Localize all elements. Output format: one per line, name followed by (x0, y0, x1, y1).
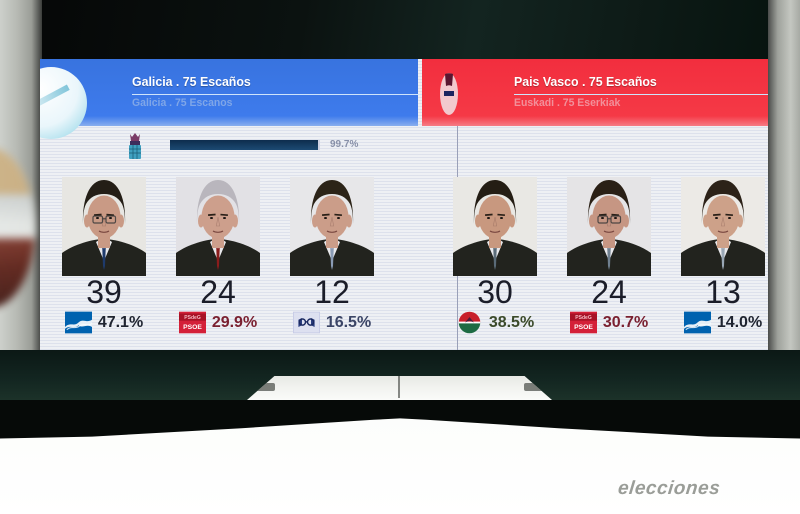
svg-text:PSdeG: PSdeG (184, 315, 201, 321)
svg-text:PSdeG: PSdeG (575, 315, 592, 321)
svg-text:PSOE: PSOE (574, 324, 593, 331)
svg-text:PSOE: PSOE (183, 324, 202, 331)
